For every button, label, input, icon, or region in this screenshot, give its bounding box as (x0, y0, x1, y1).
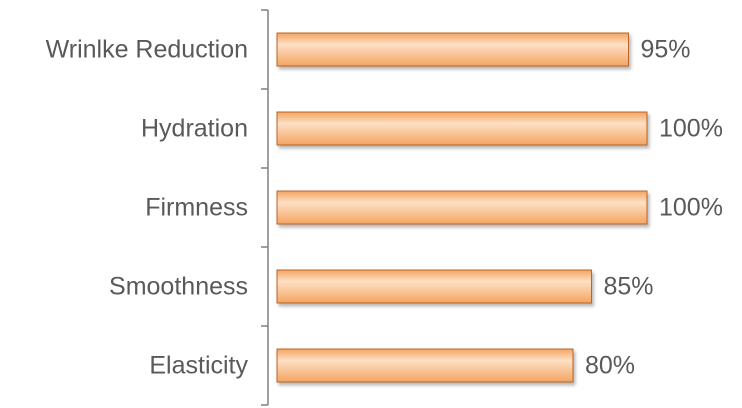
value-label: 100% (659, 115, 723, 143)
bar (276, 111, 648, 146)
category-label: Wrinlke Reduction (46, 36, 248, 64)
value-label: 80% (585, 352, 635, 380)
bar (276, 348, 574, 383)
value-label: 85% (604, 273, 654, 301)
value-label: 100% (659, 194, 723, 222)
category-label: Firmness (145, 194, 248, 222)
bar (276, 190, 648, 225)
value-labels: 95% 100% 100% 85% 80% (585, 36, 723, 380)
bars-group (276, 32, 648, 383)
bar (276, 32, 629, 67)
bar (276, 269, 592, 304)
category-label: Elasticity (149, 352, 248, 380)
category-label: Hydration (141, 115, 248, 143)
category-labels: Wrinlke Reduction Hydration Firmness Smooth… (46, 36, 249, 380)
category-label: Smoothness (109, 273, 248, 301)
y-axis (261, 9, 269, 406)
value-label: 95% (641, 36, 691, 64)
